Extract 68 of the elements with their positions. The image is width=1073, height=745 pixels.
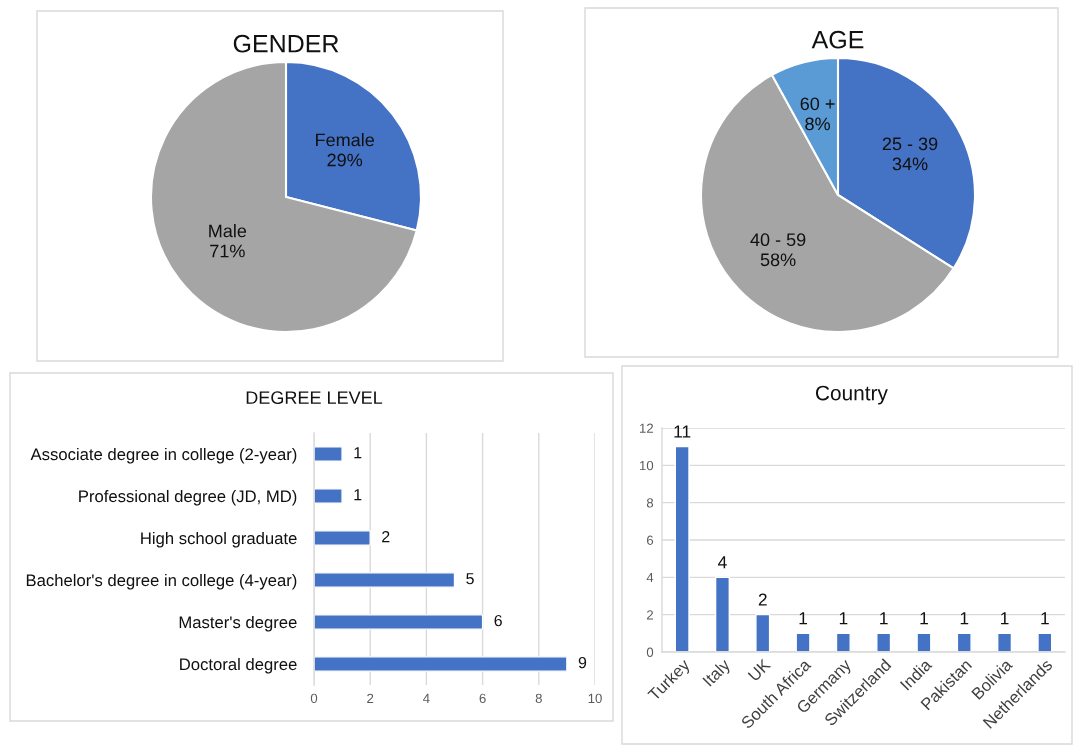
slice-label: 25 - 39: [882, 137, 938, 151]
bar: [755, 613, 771, 652]
chart-title: Country: [816, 385, 888, 405]
x-tick-label: 6: [479, 693, 486, 704]
y-tick-label: 2: [646, 610, 653, 620]
y-tick-label: Professional degree (JD, MD): [79, 489, 297, 506]
bar: [314, 488, 343, 504]
y-tick-label: Master's degree: [179, 615, 297, 632]
y-tick-label: 12: [640, 423, 654, 433]
y-tick-label: High school graduate: [141, 531, 297, 548]
bar: [1037, 632, 1053, 652]
bar: [997, 632, 1013, 652]
data-label: 1: [920, 612, 928, 625]
data-label: 29%: [327, 153, 363, 167]
bar: [314, 614, 484, 630]
bar: [876, 632, 892, 652]
data-label: 1: [880, 612, 888, 625]
bar: [916, 632, 932, 652]
x-tick-label: 2: [367, 693, 374, 703]
data-label: 1: [839, 612, 848, 625]
pie-slice: [149, 60, 418, 334]
data-label: 1: [354, 447, 362, 459]
y-tick-label: Associate degree in college (2-year): [30, 447, 297, 464]
data-label: 71%: [210, 244, 245, 258]
y-tick-label: 10: [640, 460, 654, 471]
data-label: 6: [494, 614, 502, 627]
x-tick-label: 4: [423, 693, 430, 703]
slice-label: 40 - 59: [750, 233, 806, 247]
slice-label: Male: [209, 224, 247, 238]
chart-title: AGE: [811, 30, 864, 49]
bar: [314, 446, 343, 462]
y-tick-label: 6: [647, 535, 654, 545]
data-label: 2: [758, 593, 767, 606]
data-label: 1: [1041, 612, 1049, 625]
bar: [314, 530, 371, 546]
data-label: 34%: [892, 157, 928, 171]
slice-label: 60 +: [800, 97, 835, 111]
y-tick-label: 8: [646, 498, 654, 508]
bar: [314, 572, 456, 588]
x-tick-label: 8: [535, 693, 542, 704]
chart-title: GENDER: [233, 34, 339, 53]
data-label: 1: [960, 612, 969, 625]
bar: [674, 445, 690, 652]
y-tick-label: 0: [646, 647, 654, 657]
data-label: 11: [674, 425, 691, 438]
y-tick-label: Doctoral degree: [180, 657, 297, 674]
x-tick-label: 0: [310, 693, 318, 704]
data-label: 1: [354, 489, 362, 501]
y-tick-label: Bachelor's degree in college (4-year): [26, 573, 297, 590]
data-label: 4: [718, 556, 727, 569]
data-label: 1: [1001, 612, 1009, 625]
data-label: 2: [382, 530, 390, 543]
x-tick-label: UK: [747, 658, 772, 682]
data-label: 1: [799, 612, 808, 625]
bar: [314, 656, 568, 672]
bar: [795, 632, 811, 652]
x-tick-label: 10: [588, 693, 602, 704]
bar: [714, 576, 730, 652]
x-tick-label: Italy: [701, 657, 734, 690]
data-label: 58%: [760, 253, 796, 267]
data-label: 5: [466, 573, 474, 585]
chart-title: DEGREE LEVEL: [246, 391, 383, 405]
bar: [835, 632, 851, 652]
data-label: 9: [578, 656, 587, 669]
y-tick-label: 4: [646, 573, 654, 583]
bar: [956, 632, 972, 652]
data-label: 8%: [805, 117, 830, 131]
slice-label: Female: [316, 133, 374, 147]
